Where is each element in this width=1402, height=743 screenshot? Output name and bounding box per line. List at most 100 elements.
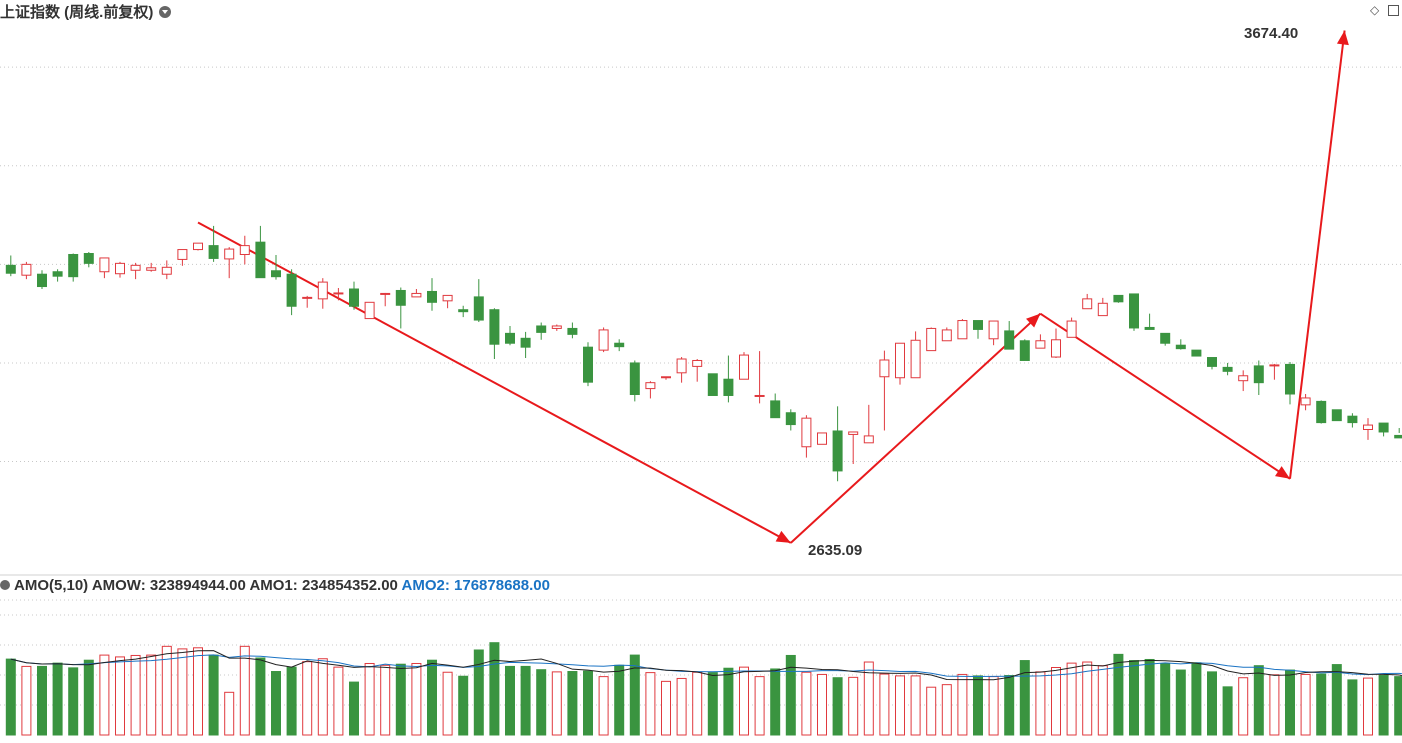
candle-body	[1269, 364, 1280, 367]
candle	[941, 327, 952, 342]
candle-body	[271, 270, 281, 278]
candle	[692, 359, 703, 382]
candle-body	[973, 320, 983, 330]
candle-body	[1066, 320, 1077, 338]
candle	[286, 269, 297, 316]
trend-arrows	[775, 30, 1349, 543]
window-icon[interactable]	[1388, 5, 1399, 16]
volume-bar	[1129, 660, 1139, 736]
candle	[411, 289, 422, 298]
candle	[1394, 428, 1402, 439]
candle	[676, 357, 687, 383]
candle	[1378, 422, 1389, 437]
volume-bar	[832, 677, 843, 736]
trend-arrow-head	[1336, 30, 1349, 46]
volume-bar	[52, 662, 63, 736]
volume-bar	[380, 664, 391, 736]
candle-body	[1207, 357, 1217, 367]
candle	[177, 249, 188, 266]
candle	[770, 393, 781, 419]
candle	[551, 324, 562, 331]
candle-body	[895, 342, 905, 379]
volume-bar	[99, 654, 110, 736]
candle	[130, 262, 141, 280]
candle	[1144, 313, 1155, 330]
volume-bar	[1191, 662, 1202, 736]
candle-body	[661, 376, 671, 379]
candle	[146, 262, 157, 272]
candle	[863, 404, 874, 444]
volume-bar	[317, 658, 328, 736]
volume-bar	[271, 671, 281, 736]
candle-body	[707, 373, 718, 396]
candle-body	[37, 273, 47, 288]
volume-bar	[68, 667, 79, 736]
volume-bar	[224, 691, 235, 736]
candle	[68, 253, 79, 282]
candle	[817, 432, 827, 445]
indicator-menu-icon[interactable]	[0, 580, 10, 591]
volume-bar	[115, 656, 125, 736]
candle	[957, 319, 968, 340]
candle	[1316, 400, 1327, 424]
candle-body	[286, 273, 297, 307]
candle-body	[115, 262, 125, 275]
trend-line	[1039, 312, 1291, 480]
candle	[1285, 361, 1295, 405]
candle-body	[1394, 434, 1402, 439]
candle-body	[879, 359, 890, 378]
candle	[395, 287, 406, 329]
candle-body	[52, 271, 63, 277]
volume-bar	[817, 673, 827, 736]
volume-bar	[785, 654, 796, 736]
candle-body	[193, 242, 203, 251]
volume-bar	[1378, 675, 1389, 736]
candle	[1019, 339, 1030, 361]
volume-bar	[957, 673, 968, 736]
candle-body	[489, 309, 500, 345]
volume-bar	[1035, 671, 1046, 736]
volume-bar	[1066, 662, 1077, 736]
trend-arrow-head	[1275, 466, 1290, 479]
volume-bar	[770, 668, 781, 736]
candle-body	[161, 266, 172, 275]
candle-body	[832, 430, 843, 472]
amo1-line	[10, 650, 1402, 681]
diamond-icon[interactable]: ◇	[1370, 3, 1380, 17]
volume-bar	[1097, 665, 1108, 736]
candle	[271, 254, 281, 280]
candle	[598, 327, 609, 353]
candle-body	[754, 394, 765, 397]
candle-body	[1035, 340, 1046, 349]
candle-body	[21, 263, 32, 276]
candle	[1129, 293, 1139, 331]
candle	[848, 431, 859, 465]
candle	[364, 301, 375, 320]
candle	[520, 331, 531, 359]
candle	[349, 281, 359, 310]
candle	[1035, 334, 1046, 349]
volume-bar	[801, 671, 812, 736]
candle-body	[1082, 298, 1093, 310]
candle	[1207, 357, 1217, 370]
volume-bar	[879, 673, 890, 736]
chevron-down-circle-icon[interactable]	[159, 6, 172, 19]
candle-body	[1129, 293, 1139, 329]
candle	[161, 260, 172, 280]
chart-title: 上证指数 (周线.前复权)	[0, 1, 172, 22]
volume-bar	[1113, 653, 1124, 736]
volume-bar	[1285, 669, 1295, 736]
candle	[333, 288, 344, 301]
volume-bar	[1331, 664, 1342, 736]
volume-bar	[583, 670, 593, 736]
volume-bar	[1019, 660, 1030, 736]
amow-value: 323894944.00	[149, 577, 246, 594]
candle	[1082, 293, 1093, 310]
candle-body	[770, 400, 781, 419]
candle	[1175, 339, 1186, 350]
volume-bar	[1300, 673, 1311, 736]
candle	[926, 327, 937, 352]
volume-bar	[364, 662, 375, 736]
candle-body	[1097, 302, 1108, 317]
